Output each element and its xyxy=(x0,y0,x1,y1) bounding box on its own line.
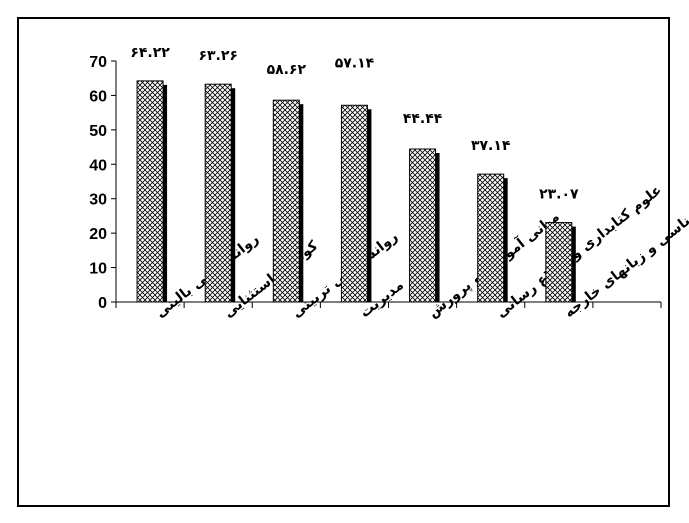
data-label: ۲۳.۰۷ xyxy=(539,187,579,203)
data-label: ۶۳.۲۶ xyxy=(198,48,238,64)
y-tick-label: 30 xyxy=(89,192,107,209)
y-tick-label: 40 xyxy=(89,157,107,174)
y-tick-label: 0 xyxy=(98,295,107,312)
bar xyxy=(204,83,232,303)
data-label: ۳۷.۱۴ xyxy=(471,138,511,154)
data-label: ۵۷.۱۴ xyxy=(335,55,375,71)
y-tick-label: 60 xyxy=(89,88,107,105)
y-tick-label: 70 xyxy=(89,54,107,71)
data-label: ۵۸.۶۲ xyxy=(267,62,307,78)
data-label: ۶۴.۲۲ xyxy=(130,45,170,61)
bar xyxy=(477,173,505,303)
bar xyxy=(272,99,300,303)
bar xyxy=(340,104,368,303)
bar xyxy=(136,80,164,303)
y-tick-label: 50 xyxy=(89,123,107,140)
y-tick-label: 20 xyxy=(89,226,107,243)
bar xyxy=(409,148,437,303)
y-tick-label: 10 xyxy=(89,261,107,278)
data-label: ۴۴.۴۴ xyxy=(403,111,443,127)
bar xyxy=(545,222,573,303)
